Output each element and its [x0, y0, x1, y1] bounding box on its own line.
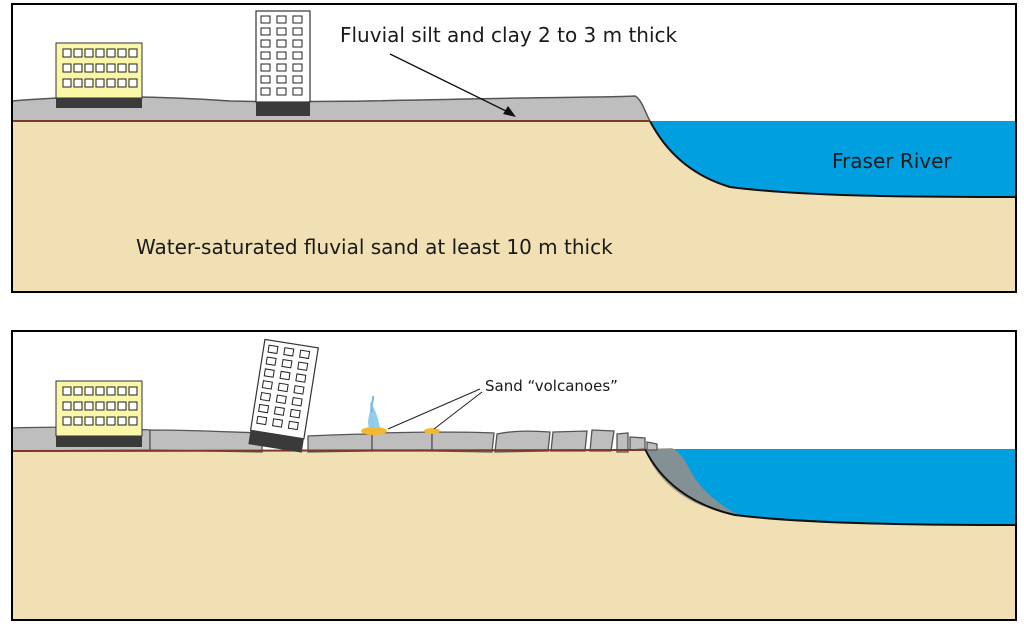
top-panel-frame: [11, 3, 1017, 293]
bottom-tilted-highrise-building: [248, 338, 319, 453]
top-silt-layer: [11, 95, 652, 122]
top-river-water: [650, 121, 1016, 197]
sand-volcano-1: [361, 395, 387, 435]
volcano-leader-line-2: [433, 391, 483, 430]
top-highrise-building: [255, 10, 311, 116]
volcano-leader-line-1: [387, 388, 481, 430]
sand-volcanoes-label: Sand “volcanoes”: [485, 377, 618, 395]
bottom-river-bank: [644, 448, 1017, 526]
silt-layer-label: Fluvial silt and clay 2 to 3 m thick: [340, 23, 678, 47]
bottom-sand-layer: [12, 451, 1016, 620]
silt-label-arrow: [389, 53, 516, 117]
top-panel: Fluvial silt and clay 2 to 3 m thick Fra…: [11, 3, 1017, 293]
bottom-panel: Sand “volcanoes”: [11, 330, 1017, 621]
bottom-slumped-bank: [645, 448, 740, 516]
sand-volcano-2: [424, 428, 440, 434]
river-label: Fraser River: [832, 149, 952, 173]
sand-layer-label: Water-saturated fluvial sand at least 10…: [136, 235, 613, 259]
bottom-lowrise-building: [55, 380, 143, 447]
bottom-river-water: [645, 449, 1016, 525]
bottom-silt-base-line: [11, 449, 646, 452]
bottom-panel-frame: [11, 330, 1017, 621]
top-river-bank: [649, 120, 1017, 198]
top-sand-layer: [12, 121, 1016, 292]
top-lowrise-building: [55, 42, 143, 108]
